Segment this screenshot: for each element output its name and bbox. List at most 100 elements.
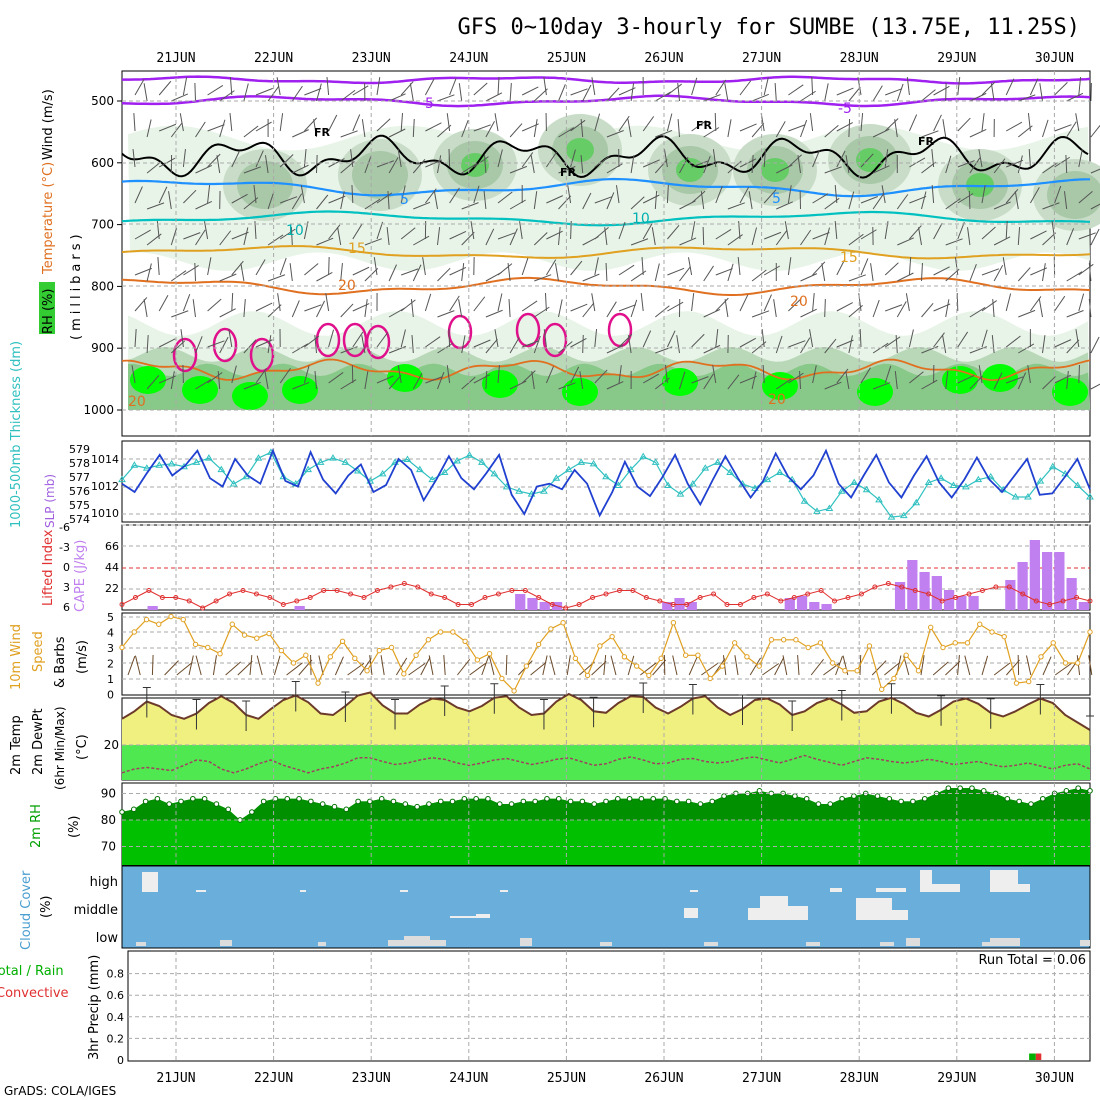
wind-barb xyxy=(279,367,291,384)
thickness-point xyxy=(651,458,660,465)
wind-barb xyxy=(298,659,313,676)
wind-speed-point xyxy=(695,652,701,658)
thickness-point xyxy=(1024,492,1032,500)
wind-frame xyxy=(121,612,1091,696)
wind-barb xyxy=(763,149,766,168)
wind-barb xyxy=(133,113,136,132)
cape-bar xyxy=(821,604,832,610)
wind-barb xyxy=(279,228,296,240)
day-label-bottom: 30JUN xyxy=(1035,1071,1074,1086)
wind-barb xyxy=(216,155,221,174)
cloud-low-block xyxy=(1080,940,1090,946)
cloud-high-block xyxy=(1018,884,1030,892)
wind-barb xyxy=(314,371,317,390)
wind-speed-point xyxy=(352,655,358,662)
lifted-index-point xyxy=(832,598,838,604)
wind-barb xyxy=(1002,257,1007,276)
wind-barb xyxy=(217,371,221,390)
wind-speed-point xyxy=(180,616,186,623)
wind-barb xyxy=(812,365,817,384)
wind-barb xyxy=(1029,296,1042,312)
thickness-point xyxy=(428,475,437,483)
label-temp: 20 xyxy=(338,278,356,294)
cape-tick-label: 66 xyxy=(105,540,119,553)
wind-barb xyxy=(243,125,259,138)
wind-barb xyxy=(328,256,330,276)
lifted-index-point xyxy=(132,595,138,600)
wind-barb xyxy=(448,328,451,348)
wind-barb xyxy=(848,118,851,138)
rh-point xyxy=(1004,795,1011,802)
wind-barb xyxy=(703,127,720,138)
thickness-point xyxy=(564,465,573,473)
wind-barb xyxy=(800,119,808,138)
day-label-top: 23JUN xyxy=(352,51,391,66)
lifted-index-point xyxy=(979,588,985,593)
wind-barb xyxy=(860,153,874,168)
wind-barb xyxy=(204,221,209,240)
wind-barb xyxy=(618,334,633,348)
wind-barb xyxy=(316,154,318,174)
wind-barb xyxy=(872,382,891,390)
wind-speed-point xyxy=(842,668,848,674)
rh2m-panel: 90 80 70 xyxy=(101,782,1093,866)
lifted-index-point xyxy=(872,584,878,590)
rh-point xyxy=(1075,785,1081,791)
wind-barb xyxy=(570,366,580,384)
rh-point xyxy=(402,801,409,807)
wind-barb xyxy=(618,264,635,276)
wind-barb xyxy=(739,80,752,96)
rh-point xyxy=(957,785,963,791)
wind-barb xyxy=(884,262,899,276)
wind-barb xyxy=(316,237,334,246)
wind-barb xyxy=(1051,221,1056,240)
bottom-day-labels: 21JUN 22JUN 23JUN 24JUN 25JUN 26JUN 27JUN 28JUN… xyxy=(156,1071,1074,1086)
wind-barb xyxy=(1066,92,1084,102)
rh-blob xyxy=(232,382,268,410)
lifted-index-point xyxy=(670,602,676,607)
rh-point xyxy=(213,801,220,807)
wind-barb xyxy=(361,335,366,354)
thickness-point xyxy=(639,452,648,460)
cloud-high-block xyxy=(932,884,960,892)
wind-barb xyxy=(497,232,516,240)
wind-barb xyxy=(788,340,806,348)
li-tick-label: 3 xyxy=(63,581,70,594)
wind-barb xyxy=(494,329,499,348)
wind-barb xyxy=(872,193,884,210)
wind-barb xyxy=(884,365,892,384)
wind-barb xyxy=(509,165,528,174)
wind-speed-point xyxy=(425,637,432,643)
wind-speed-point xyxy=(756,663,762,669)
lifted-index-point xyxy=(939,598,945,604)
lifted-index-point xyxy=(926,591,932,597)
wind-barb xyxy=(993,158,1006,174)
wind-barb xyxy=(1029,187,1040,204)
wind-barb xyxy=(291,193,303,210)
day-label-bottom: 29JUN xyxy=(937,1071,976,1086)
wind-barb xyxy=(243,339,257,354)
thickness-point xyxy=(540,487,548,494)
ylabel-minmax: (6hr Min/Max) xyxy=(53,707,67,791)
lifted-index-point xyxy=(845,595,851,600)
ylabel-wind-units: (m/s) xyxy=(75,640,90,674)
wind-barb xyxy=(1078,149,1083,168)
lifted-index-point xyxy=(173,595,179,600)
wind-speed-line xyxy=(121,615,1091,692)
wind-barb xyxy=(591,293,596,312)
wind-barb xyxy=(1042,263,1046,282)
rh-point xyxy=(260,798,267,805)
wind-barb xyxy=(739,123,757,132)
rh-blob xyxy=(237,161,293,209)
cape-bar xyxy=(1041,552,1053,610)
wind-barb xyxy=(170,371,175,390)
wind-barb xyxy=(751,310,770,318)
wind-barb xyxy=(352,266,370,276)
wind-barb xyxy=(212,655,217,676)
wind-barb xyxy=(400,227,416,240)
cloud-panel: high middle low xyxy=(74,865,1091,949)
cloud-high-block xyxy=(196,890,206,892)
wind-barb xyxy=(292,164,309,174)
wind-speed-point xyxy=(1050,640,1056,646)
wind-barb xyxy=(400,113,404,132)
